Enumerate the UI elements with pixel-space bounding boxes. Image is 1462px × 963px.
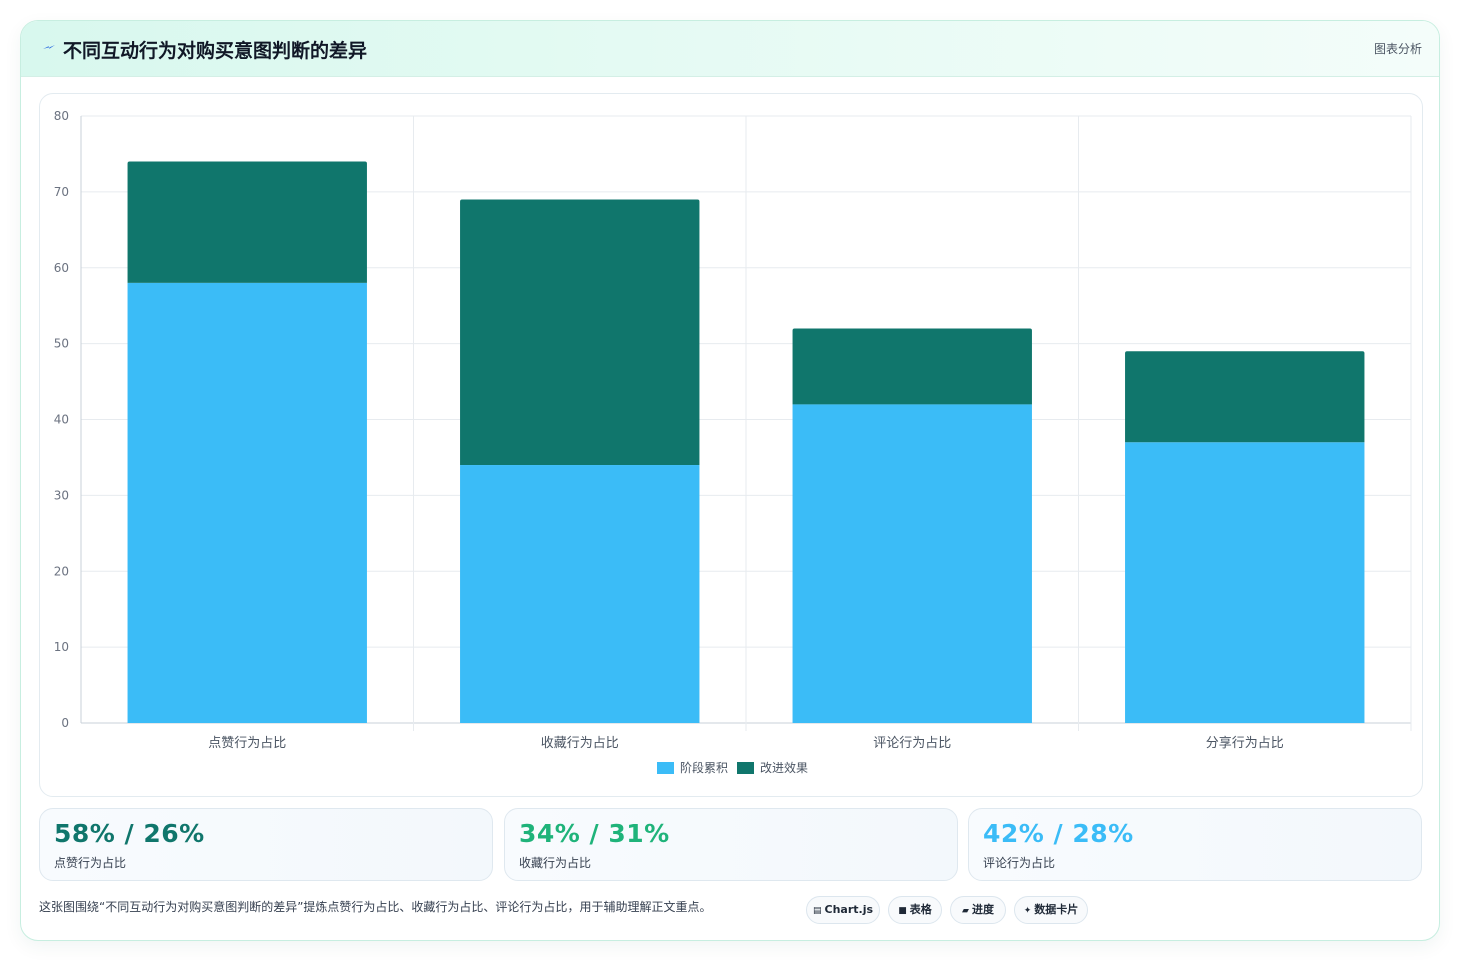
y-tick-label: 0 — [61, 716, 69, 730]
chart-area: 0 10 20 30 40 50 60 70 80 点赞行为占比 收藏行为占比 评论行为占比 分享行为占… — [39, 93, 1423, 797]
tag-data-card[interactable]: ✦ 数据卡片 — [1014, 896, 1088, 924]
footer-note: 这张图围绕“不同互动行为对购买意图判断的差异”提炼点赞行为占比、收藏行为占比、评… — [39, 900, 712, 914]
kpi-card-favorite: 34% / 31% 收藏行为占比 — [504, 808, 958, 881]
y-tick-label: 30 — [54, 488, 69, 502]
tag-table[interactable]: ■ 表格 — [888, 896, 942, 924]
bar-segment-2 — [127, 161, 367, 283]
progress-icon: ▰ — [962, 906, 969, 916]
bar-segment-1 — [792, 404, 1032, 723]
kpi-value: 58% / 26% — [54, 819, 205, 848]
y-tick-label: 70 — [54, 185, 69, 199]
y-tick-label: 20 — [54, 564, 69, 578]
x-tick-label: 点赞行为占比 — [208, 736, 286, 751]
chart-card: 不同互动行为对购买意图判断的差异 图表分析 0 10 20 30 40 50 60 70 80 点… — [20, 20, 1440, 941]
legend-label: 改进效果 — [760, 760, 808, 775]
y-tick-label: 50 — [54, 337, 69, 351]
y-tick-label: 10 — [54, 640, 69, 654]
legend-label: 阶段累积 — [680, 760, 728, 775]
y-tick-label: 80 — [54, 109, 69, 123]
kpi-card-like: 58% / 26% 点赞行为占比 — [39, 808, 493, 881]
bolt-icon — [43, 45, 55, 49]
bar-segment-1 — [1125, 442, 1365, 723]
bar-segment-2 — [792, 328, 1032, 405]
tag-label: Chart.js — [824, 903, 874, 916]
kpi-label: 收藏行为占比 — [519, 856, 592, 870]
tag-label: 数据卡片 — [1034, 903, 1079, 916]
table-icon: ■ — [898, 906, 907, 916]
tag-label: 表格 — [909, 903, 932, 916]
kpi-card-comment: 42% / 28% 评论行为占比 — [968, 808, 1422, 881]
x-tick-label: 评论行为占比 — [873, 736, 951, 751]
tag-progress[interactable]: ▰ 进度 — [950, 896, 1006, 924]
sparkle-icon: ✦ — [1023, 906, 1032, 916]
bar-segment-2 — [460, 199, 700, 466]
y-tick-label: 40 — [54, 413, 69, 427]
tag-chartjs[interactable]: ▤ Chart.js — [806, 896, 880, 924]
bar-segment-2 — [1125, 351, 1365, 443]
legend-swatch — [657, 762, 674, 774]
chart-analysis-tag: 图表分析 — [1373, 42, 1422, 56]
stacked-bar-chart: 0 10 20 30 40 50 60 70 80 点赞行为占比 收藏行为占比 评论行为占比 分享行为占… — [54, 109, 1412, 775]
chart-icon: ▤ — [812, 906, 822, 916]
kpi-label: 评论行为占比 — [983, 856, 1056, 870]
kpi-label: 点赞行为占比 — [54, 856, 127, 870]
x-tick-label: 收藏行为占比 — [541, 736, 619, 751]
bar-segment-1 — [127, 282, 367, 723]
legend-swatch — [737, 762, 754, 774]
tag-label: 进度 — [971, 903, 994, 916]
x-tick-label: 分享行为占比 — [1206, 735, 1284, 751]
card-header: 不同互动行为对购买意图判断的差异 图表分析 — [21, 21, 1439, 77]
bar-segment-1 — [460, 465, 700, 723]
page-title: 不同互动行为对购买意图判断的差异 — [63, 40, 368, 62]
kpi-value: 42% / 28% — [983, 819, 1134, 848]
y-tick-label: 60 — [54, 261, 69, 275]
kpi-value: 34% / 31% — [519, 819, 670, 848]
